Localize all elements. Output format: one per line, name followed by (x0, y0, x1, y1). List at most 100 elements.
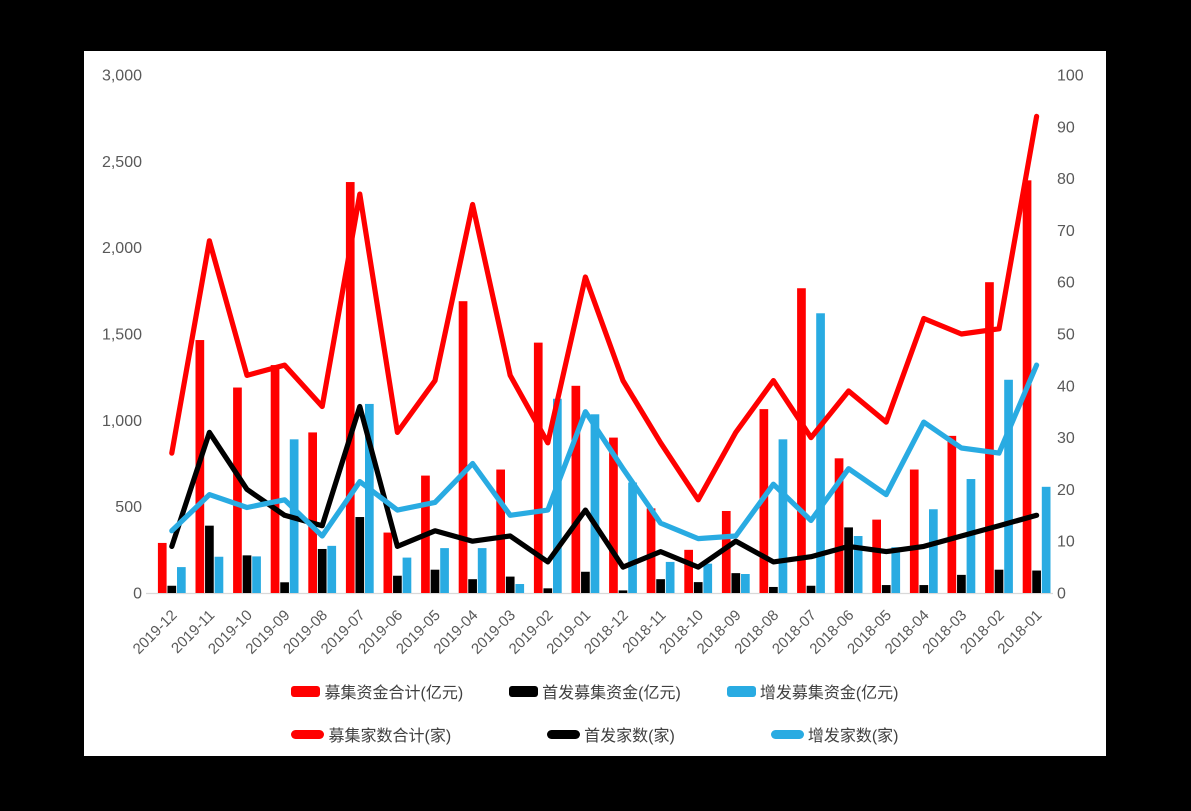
ipo-raised-funds-bar (581, 571, 590, 593)
secondary-count-line (169, 362, 1040, 542)
right-axis-tick-label: 90 (1057, 119, 1075, 136)
left-axis-tick-label: 0 (133, 586, 142, 603)
ipo-raised-funds-bar (543, 588, 553, 593)
total-raised-funds-bar (383, 532, 393, 593)
secondary-raised-funds-bar (1041, 486, 1051, 593)
legend-item-secondary-count: 增发家数(家) (770, 722, 899, 746)
left-axis-tick-label: 1,500 (102, 327, 142, 344)
right-axis-tick-label: 80 (1057, 171, 1075, 188)
legend-item-total-raising-count: 募集家数合计(家) (291, 722, 451, 746)
secondary-raised-funds-bar (816, 313, 825, 593)
legend-swatch-total-raised-funds (291, 685, 321, 697)
right-axis-tick-label: 10 (1057, 534, 1075, 551)
ipo-raised-funds-bar (355, 517, 365, 593)
total-raised-funds-bar (909, 469, 919, 593)
ipo-count-line (169, 403, 1040, 570)
ipo-raised-funds-bar (769, 586, 778, 593)
left-axis-tick-label: 2,500 (102, 154, 142, 171)
left-axis-tick-label: 500 (115, 499, 142, 516)
ipo-raised-funds-bar (693, 582, 703, 593)
legend-item-secondary-raised-funds: 增发募集资金(亿元) (726, 679, 899, 703)
ipo-raised-funds-bar (317, 548, 327, 593)
ipo-raised-funds-bar (167, 585, 177, 593)
secondary-raised-funds-bar (214, 556, 224, 593)
total-raised-funds-bar (533, 342, 543, 593)
chart-panel (84, 51, 1106, 756)
total-raised-funds-bar (496, 469, 505, 593)
total-raised-funds-bar (797, 288, 806, 593)
ipo-raised-funds-bar (468, 579, 477, 593)
legend-swatch-secondary-raised-funds (726, 685, 756, 697)
secondary-raised-funds-bar (1004, 379, 1013, 593)
total-raised-funds-bar (609, 437, 618, 593)
legend-row-bars: 募集资金合计(亿元) 首发募集资金(亿元) 增发募集资金(亿元) (84, 679, 1106, 703)
legend-label-total-raising-count: 募集家数合计(家) (328, 728, 452, 745)
ipo-raised-funds-bar (994, 569, 1004, 593)
secondary-raised-funds-bar (778, 439, 788, 593)
legend-swatch-total-raising-count (291, 729, 325, 739)
ipo-raised-funds-bar (618, 590, 628, 593)
secondary-raised-funds-bar (853, 536, 863, 593)
ipo-raised-funds-bar (430, 569, 440, 593)
total-raising-count-line (169, 113, 1040, 503)
secondary-raised-funds-bar (665, 561, 675, 593)
right-axis-tick-label: 30 (1057, 430, 1075, 447)
ipo-raised-funds-bar (280, 582, 289, 593)
secondary-raised-funds-bar (440, 548, 449, 593)
legend-item-ipo-raised-funds: 首发募集资金(亿元) (509, 679, 681, 703)
legend-swatch-secondary-count (770, 729, 804, 739)
total-raised-funds-bar (721, 510, 731, 593)
legend-label-ipo-count: 首发家数(家) (584, 728, 675, 745)
total-raised-funds-bar (947, 435, 957, 593)
total-raised-funds-bar (308, 432, 317, 593)
ipo-raised-funds-bar (806, 585, 816, 593)
legend-item-ipo-count: 首发家数(家) (547, 722, 675, 746)
ipo-raised-funds-bar (505, 576, 515, 593)
total-raised-funds-bar (458, 301, 468, 593)
secondary-raised-funds-bar (252, 556, 261, 593)
ipo-raised-funds-bar (242, 555, 252, 593)
ipo-raised-funds-bar (919, 585, 929, 593)
total-raised-funds-bar (684, 549, 693, 593)
secondary-raised-funds-bar (929, 509, 938, 593)
total-raised-funds-bar (872, 519, 881, 593)
total-raised-funds-bar (270, 365, 280, 593)
legend-label-secondary-count: 增发家数(家) (807, 728, 899, 745)
total-raised-funds-bar (345, 182, 355, 594)
secondary-raised-funds-bar (553, 398, 562, 593)
legend-label-secondary-raised-funds: 增发募集资金(亿元) (759, 685, 899, 702)
left-axis-tick-label: 3,000 (102, 68, 142, 85)
right-axis-tick-label: 20 (1057, 482, 1075, 499)
ipo-raised-funds-bar (881, 585, 891, 593)
total-raised-funds-bar (233, 387, 242, 593)
right-axis-tick-label: 70 (1057, 223, 1075, 240)
right-axis-tick-label: 40 (1057, 378, 1075, 395)
secondary-raised-funds-bar (327, 545, 337, 593)
secondary-raised-funds-bar (477, 548, 487, 593)
ipo-raised-funds-bar (393, 575, 402, 593)
ipo-raised-funds-bar (731, 573, 741, 593)
total-raised-funds-bar (834, 458, 844, 593)
right-axis-tick-label: 0 (1057, 586, 1066, 603)
secondary-raised-funds-bar (177, 567, 186, 593)
right-axis-tick-label: 50 (1057, 327, 1075, 344)
secondary-raised-funds-bar (891, 547, 901, 593)
legend-item-total-raised-funds: 募集资金合计(亿元) (291, 679, 463, 703)
ipo-raised-funds-bar (656, 579, 665, 593)
total-raised-funds-bar (157, 542, 167, 593)
left-axis-tick-label: 2,000 (102, 240, 142, 257)
total-raised-funds-bar (646, 508, 656, 593)
secondary-raised-funds-bar (402, 557, 412, 593)
left-axis-tick-label: 1,000 (102, 413, 142, 430)
secondary-raised-funds-bar (590, 414, 600, 593)
ipo-raised-funds-bar (844, 527, 853, 593)
secondary-raised-funds-bar (365, 403, 374, 593)
legend-swatch-ipo-raised-funds (509, 685, 539, 697)
legend-row-lines: 募集家数合计(家) 首发家数(家) 增发家数(家) (84, 722, 1106, 746)
legend-swatch-ipo-count (547, 729, 581, 739)
secondary-raised-funds-bar (703, 563, 713, 593)
secondary-raised-funds-bar (741, 574, 750, 593)
ipo-raised-funds-bar (205, 525, 214, 593)
right-axis-tick-label: 60 (1057, 275, 1075, 292)
